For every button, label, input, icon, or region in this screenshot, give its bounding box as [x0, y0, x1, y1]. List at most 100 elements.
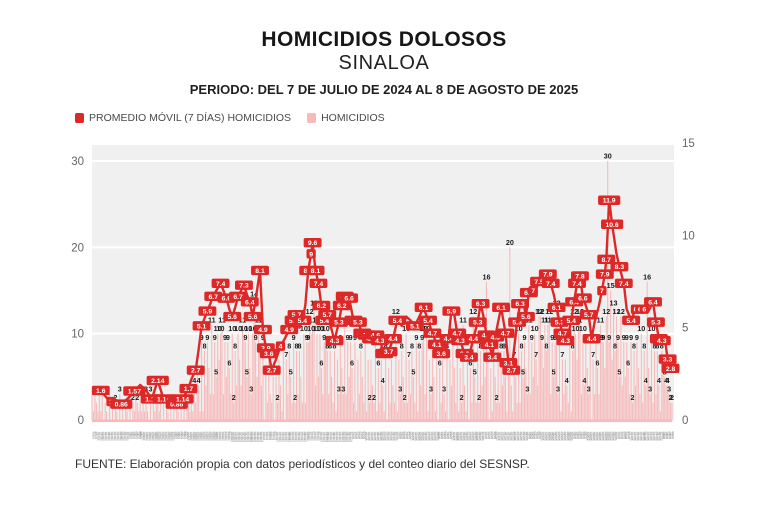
label: 20 — [71, 242, 84, 254]
bar — [325, 333, 327, 420]
label: 5.7 — [322, 312, 332, 319]
ma-label-box — [499, 358, 518, 368]
label: 6/11/24 — [269, 432, 273, 441]
label: 8 — [333, 341, 337, 350]
bar — [649, 394, 651, 420]
label: 25/7/24 — [117, 432, 121, 441]
label: 6 — [438, 359, 442, 368]
label: 3/8/25 — [664, 432, 668, 440]
label: 6.7 — [233, 294, 243, 301]
bar — [212, 394, 214, 420]
label: 11 — [239, 316, 247, 325]
label: 3/5/25 — [529, 432, 533, 440]
bar — [472, 316, 474, 420]
label: 6.6 — [222, 296, 232, 303]
ma-label-box — [471, 298, 490, 309]
label: 9 — [625, 333, 629, 342]
bar — [563, 394, 565, 420]
label: 8.7 — [602, 257, 612, 264]
label: 5.3 — [651, 320, 661, 327]
label: 10 — [682, 230, 695, 242]
label: 16/7/24 — [104, 432, 108, 441]
label: 5.1 — [197, 323, 207, 330]
label: 8 — [544, 341, 548, 350]
bar — [367, 359, 369, 420]
bar — [95, 402, 97, 420]
bar — [291, 402, 293, 420]
label: 10/10/24 — [230, 432, 234, 443]
label: 30/7/24 — [125, 432, 129, 441]
label: 8 — [502, 341, 506, 350]
label: 13/4/25 — [500, 432, 504, 441]
ma-label-box — [211, 278, 230, 289]
label: 9/7/25 — [627, 432, 631, 440]
bar — [538, 316, 540, 420]
bar — [497, 342, 499, 420]
label: 15/4/25 — [503, 432, 507, 441]
bar — [141, 411, 143, 420]
bar — [462, 325, 464, 420]
label: 6 — [468, 359, 472, 368]
label: 11/6/25 — [586, 432, 590, 441]
label: 5 — [214, 367, 218, 376]
label: 1.14 — [145, 396, 158, 403]
label: 3/10/24 — [220, 432, 224, 441]
label: 3 — [249, 385, 253, 394]
bar — [475, 402, 477, 420]
label: 12 — [617, 307, 625, 316]
label: 30/5/25 — [569, 432, 573, 441]
bar — [92, 411, 94, 420]
bar — [484, 376, 486, 420]
bar — [294, 402, 296, 420]
label: 4 — [565, 376, 569, 385]
bar — [430, 394, 432, 420]
label: 12/4/25 — [499, 432, 503, 441]
bar — [281, 411, 283, 420]
bar — [401, 350, 403, 420]
source-note: FUENTE: Elaboración propia con datos per… — [75, 457, 530, 471]
bar — [645, 385, 647, 420]
label: 18/11/24 — [287, 432, 291, 443]
label: 5 — [289, 367, 293, 376]
bar — [272, 376, 274, 420]
label: 25/4/25 — [518, 432, 522, 441]
bar — [176, 402, 178, 420]
label: 6.1 — [552, 305, 562, 312]
bar — [548, 316, 550, 420]
label: 19/10/24 — [243, 432, 247, 443]
ma-label-box — [614, 278, 633, 289]
label: 6/1/25 — [358, 432, 362, 440]
bar — [598, 394, 600, 420]
ma-label-box — [379, 346, 398, 357]
label: 28/3/25 — [477, 432, 481, 441]
bar — [418, 350, 420, 420]
label: 4.5 — [490, 334, 500, 341]
label: 6.2 — [337, 303, 347, 310]
label: 31/1/25 — [395, 432, 399, 441]
ma-point-labels: 1.610.861.571.142.141.1410.861.141.72.75… — [91, 195, 680, 409]
bar — [364, 342, 366, 420]
label: 30/10/24 — [259, 432, 263, 443]
label: 20/8/24 — [155, 432, 159, 441]
ma-label-box — [234, 280, 253, 290]
bar — [583, 385, 585, 420]
label: 6 — [595, 359, 599, 368]
label: 7/9/24 — [182, 432, 186, 440]
label: 7 — [591, 350, 595, 359]
label: 5 — [552, 367, 556, 376]
label: 14/5/25 — [545, 432, 549, 441]
bar — [490, 368, 492, 420]
bar — [436, 350, 438, 420]
label: 7 — [284, 350, 288, 359]
label: 30/6/25 — [614, 432, 618, 441]
label: 22/2/25 — [427, 432, 431, 441]
label: 21/9/24 — [202, 432, 206, 441]
bar — [247, 333, 249, 420]
label: 7/6/25 — [580, 432, 584, 440]
label: 1/5/25 — [526, 432, 530, 440]
label: 8.3 — [615, 264, 625, 271]
label: 7.3 — [239, 283, 249, 290]
label: 3 — [648, 385, 652, 394]
label: 1.7 — [184, 386, 194, 393]
bar — [208, 368, 210, 420]
